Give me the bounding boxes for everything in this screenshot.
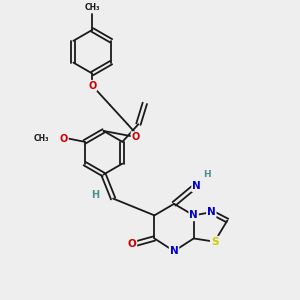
- Text: O: O: [88, 81, 96, 91]
- Text: N: N: [192, 181, 201, 191]
- Text: O: O: [128, 239, 136, 249]
- Text: O: O: [131, 132, 140, 142]
- Text: CH₃: CH₃: [34, 134, 50, 143]
- Text: S: S: [211, 237, 218, 247]
- Text: N: N: [170, 246, 178, 256]
- Text: N: N: [207, 207, 216, 217]
- Text: O: O: [60, 134, 68, 144]
- Text: CH₃: CH₃: [85, 3, 100, 12]
- Text: H: H: [92, 190, 100, 200]
- Text: N: N: [189, 210, 198, 220]
- Text: H: H: [203, 170, 211, 179]
